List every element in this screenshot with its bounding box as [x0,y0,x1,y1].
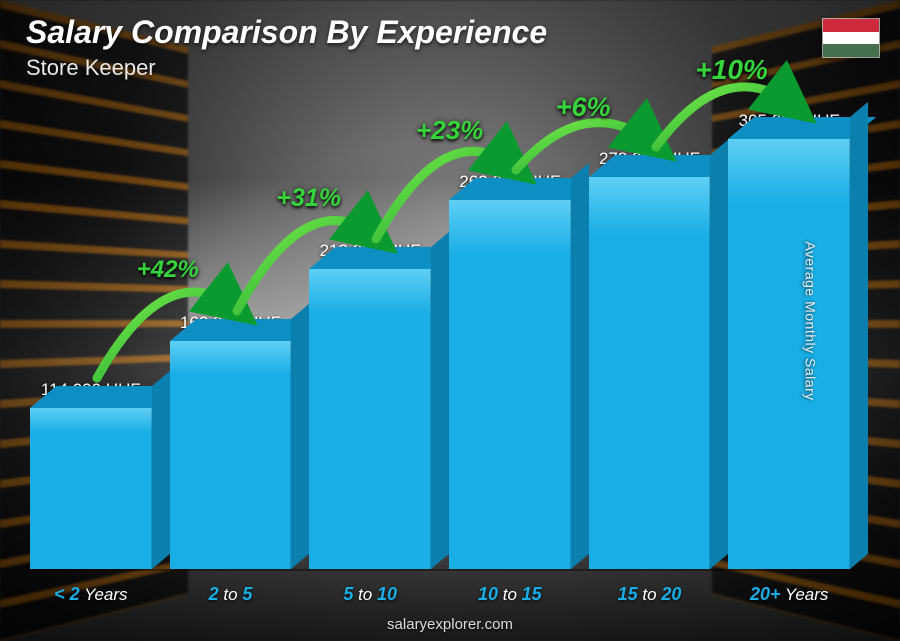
bar-3: 262,000 HUF [449,172,571,569]
pct-badge-4: +10% [695,54,767,86]
bar-5: 305,000 HUF [728,111,850,569]
flag-hungary [822,18,880,58]
bar-side-face [571,163,589,569]
bar-3d [30,408,152,569]
x-tick-0: < 2 Years [30,584,152,605]
bar-front-face [30,408,152,569]
x-tick-1: 2 to 5 [170,584,292,605]
bar-0: 114,000 HUF [30,380,152,569]
pct-badge-0: +42% [137,256,199,284]
bar-front-face [170,341,292,569]
bar-3d [170,341,292,569]
bar-3d [728,139,850,569]
bar-3d [309,269,431,569]
bar-front-face [449,200,571,569]
x-tick-5: 20+ Years [728,584,850,605]
chart-title: Salary Comparison By Experience [26,14,547,51]
x-tick-4: 15 to 20 [589,584,711,605]
bar-front-face [728,139,850,569]
bar-3d [449,200,571,569]
y-axis-label: Average Monthly Salary [802,241,818,400]
chart-subtitle: Store Keeper [26,55,547,81]
bar-side-face [850,102,868,569]
flag-stripe-red [823,19,879,32]
bar-side-face [710,140,728,569]
pct-badge-3: +6% [556,92,611,123]
x-tick-2: 5 to 10 [309,584,431,605]
bar-4: 278,000 HUF [589,149,711,569]
bar-side-face [152,371,170,569]
bar-2: 213,000 HUF [309,241,431,569]
bar-front-face [589,177,711,569]
flag-stripe-green [823,44,879,57]
footer-attribution: salaryexplorer.com [0,616,900,633]
header: Salary Comparison By Experience Store Ke… [26,14,547,81]
bar-front-face [309,269,431,569]
bar-side-face [291,304,309,569]
bar-chart: 114,000 HUF162,000 HUF213,000 HUF262,000… [30,99,850,569]
bar-3d [589,177,711,569]
bar-1: 162,000 HUF [170,313,292,569]
x-axis: < 2 Years 2 to 5 5 to 10 10 to 15 15 to 20 20… [30,584,850,605]
flag-stripe-white [823,32,879,45]
pct-badge-1: +31% [276,184,341,213]
pct-badge-2: +23% [416,115,483,146]
baseline [20,569,860,571]
bar-side-face [431,232,449,569]
x-tick-3: 10 to 15 [449,584,571,605]
